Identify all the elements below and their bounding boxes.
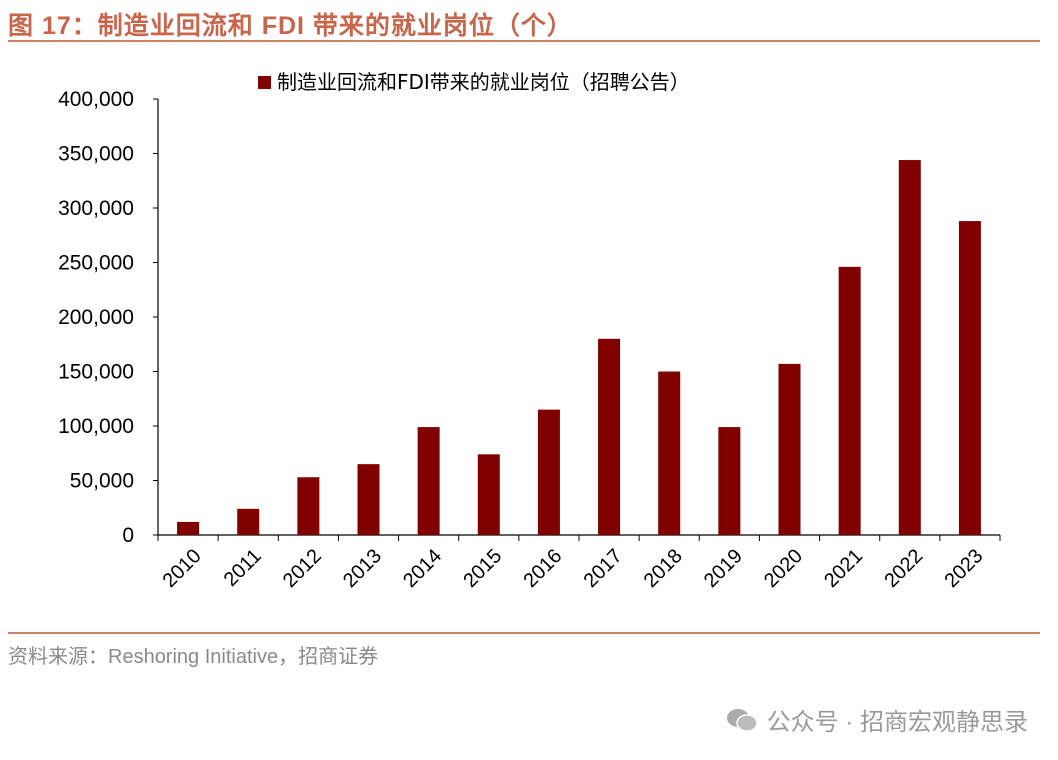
x-tick-label: 2022 (880, 545, 927, 592)
watermark-text: 公众号 · 招商宏观静思录 (766, 709, 1028, 736)
y-tick-label: 50,000 (70, 470, 134, 493)
bar-2017 (598, 338, 621, 535)
bar-2011 (237, 508, 260, 535)
watermark: 公众号 · 招商宏观静思录 (725, 702, 1028, 737)
bar-2016 (537, 409, 560, 535)
x-tick-label: 2019 (700, 545, 747, 592)
bar-2022 (898, 160, 921, 536)
x-tick-label: 2010 (159, 545, 206, 592)
bar-2012 (297, 477, 320, 535)
y-tick-label: 350,000 (58, 143, 134, 166)
bar-2015 (477, 454, 500, 535)
x-tick-label: 2012 (279, 545, 326, 592)
bar-chart: 0 50,000 100,000 150,000 200,000 250,000 300,0… (58, 70, 1001, 592)
x-tick-label: 2021 (820, 545, 867, 592)
y-tick-label: 100,000 (58, 415, 134, 438)
y-tick-label: 200,000 (58, 306, 134, 329)
y-tick-label: 150,000 (58, 361, 134, 384)
y-tick-label: 250,000 (58, 252, 134, 275)
source-note: 资料来源：Reshoring Initiative，招商证券 (8, 646, 379, 668)
bar-2019 (718, 427, 741, 535)
bar-2023 (958, 221, 981, 535)
x-tick-label: 2013 (339, 545, 386, 592)
bar-2020 (778, 363, 801, 535)
x-tick-label: 2017 (580, 545, 627, 592)
legend-swatch (258, 76, 271, 89)
title-divider (8, 40, 1040, 42)
legend-label: 制造业回流和FDI带来的就业岗位（招聘公告） (277, 70, 690, 94)
bar-2021 (838, 266, 861, 535)
y-tick-label: 300,000 (58, 197, 134, 220)
bar-2010 (177, 521, 200, 535)
bar-2014 (417, 427, 440, 535)
x-tick-label: 2018 (640, 545, 687, 592)
x-tick-label: 2014 (399, 545, 446, 592)
x-tick-label: 2020 (760, 545, 807, 592)
x-tick-label: 2011 (220, 545, 266, 591)
x-tick-label: 2023 (940, 545, 987, 592)
footer-divider (8, 632, 1040, 634)
figure-title: 图 17：制造业回流和 FDI 带来的就业岗位（个） (8, 12, 573, 40)
bar-2013 (357, 464, 380, 535)
x-tick-label: 2015 (459, 545, 506, 592)
bar-2018 (658, 371, 681, 535)
x-tick-label: 2016 (519, 545, 566, 592)
y-tick-label: 0 (122, 524, 134, 547)
wechat-icon (726, 708, 758, 732)
y-tick-label: 400,000 (58, 88, 134, 111)
